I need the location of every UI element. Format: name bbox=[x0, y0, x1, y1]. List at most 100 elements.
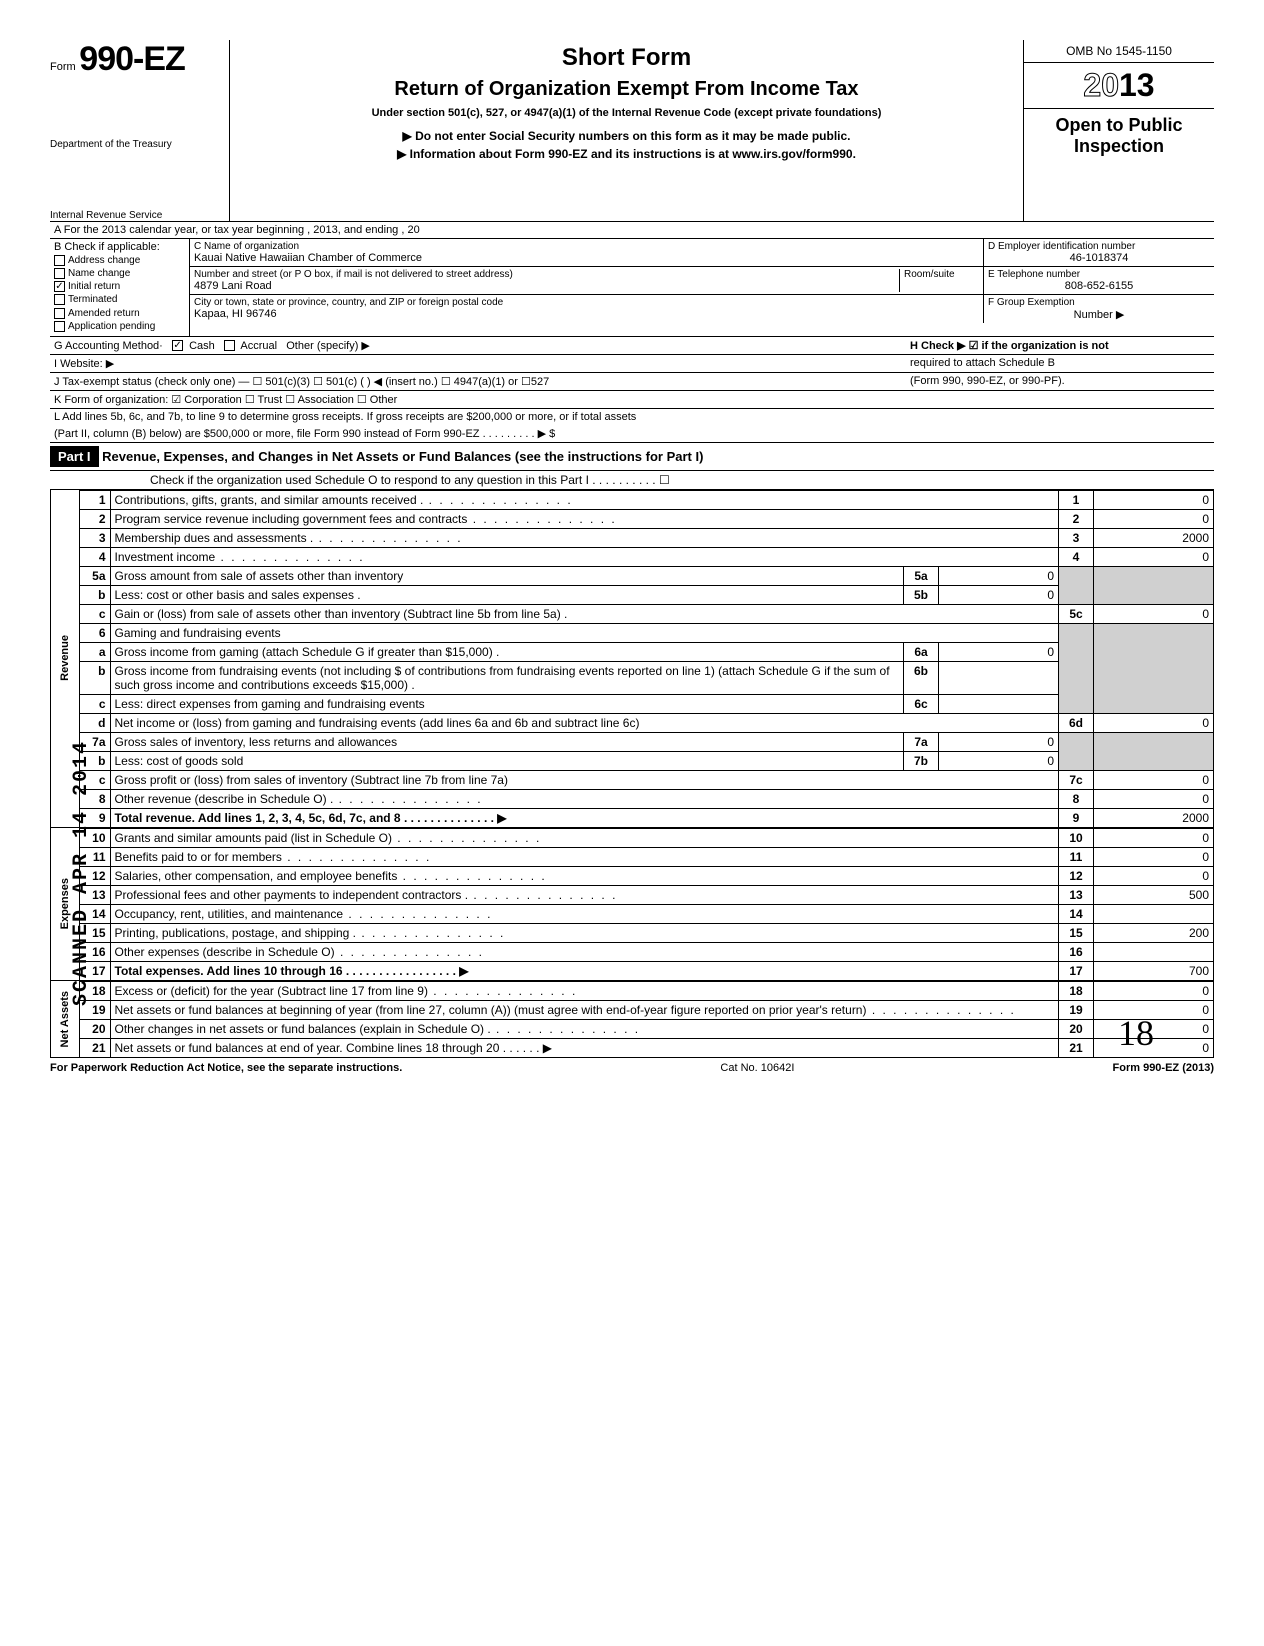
line-a: A For the 2013 calendar year, or tax yea… bbox=[50, 222, 1214, 238]
d5c: Gain or (loss) from sale of assets other… bbox=[115, 607, 568, 621]
n6c: c bbox=[80, 694, 110, 713]
r19: 19 bbox=[1059, 1000, 1094, 1019]
n6a: a bbox=[80, 642, 110, 661]
n20: 20 bbox=[80, 1019, 110, 1038]
netassets-table: 18Excess or (deficit) for the year (Subt… bbox=[80, 981, 1214, 1058]
d13: Professional fees and other payments to … bbox=[115, 888, 469, 902]
line-l2: (Part II, column (B) below) are $500,000… bbox=[50, 425, 1214, 442]
chk-initial-return[interactable]: ✓ bbox=[54, 281, 65, 292]
d2: Program service revenue including govern… bbox=[115, 512, 468, 526]
footer-mid: Cat No. 10642I bbox=[720, 1062, 794, 1074]
room-label: Room/suite bbox=[904, 269, 979, 280]
line-j: J Tax-exempt status (check only one) — ☐… bbox=[54, 375, 910, 388]
form-header: Form 990-EZ Department of the Treasury I… bbox=[50, 40, 1214, 222]
v11: 0 bbox=[1094, 847, 1214, 866]
bv6a: 0 bbox=[939, 642, 1059, 661]
d21: Net assets or fund balances at end of ye… bbox=[115, 1041, 552, 1055]
n3: 3 bbox=[80, 528, 110, 547]
r8: 8 bbox=[1059, 789, 1094, 808]
r5c: 5c bbox=[1059, 604, 1094, 623]
v9: 2000 bbox=[1094, 808, 1214, 827]
bv5b: 0 bbox=[939, 585, 1059, 604]
v18: 0 bbox=[1094, 981, 1214, 1000]
chk-name-change[interactable] bbox=[54, 268, 65, 279]
b5b: 5b bbox=[904, 585, 939, 604]
part1-title: Revenue, Expenses, and Changes in Net As… bbox=[102, 449, 703, 464]
side-expenses: Expenses bbox=[59, 878, 71, 929]
d7c: Gross profit or (loss) from sales of inv… bbox=[115, 773, 508, 787]
d7b: Less: cost of goods sold bbox=[115, 754, 244, 768]
chk-pending[interactable] bbox=[54, 321, 65, 332]
lbl-initial-return: Initial return bbox=[68, 281, 120, 292]
r4: 4 bbox=[1059, 547, 1094, 566]
ein: 46-1018374 bbox=[988, 252, 1210, 264]
page-footer: For Paperwork Reduction Act Notice, see … bbox=[50, 1058, 1214, 1074]
r2: 2 bbox=[1059, 509, 1094, 528]
n5b: b bbox=[80, 585, 110, 604]
instruction-info: ▶ Information about Form 990-EZ and its … bbox=[240, 147, 1013, 161]
r21: 21 bbox=[1059, 1038, 1094, 1057]
v3: 2000 bbox=[1094, 528, 1214, 547]
d20: Other changes in net assets or fund bala… bbox=[115, 1022, 491, 1036]
scanned-stamp: SCANNED APR 14 2014 bbox=[70, 740, 93, 1006]
v2: 0 bbox=[1094, 509, 1214, 528]
d16: Other expenses (describe in Schedule O) bbox=[115, 945, 335, 959]
d6a: Gross income from gaming (attach Schedul… bbox=[115, 645, 500, 659]
h-line2: required to attach Schedule B bbox=[910, 357, 1210, 370]
city-label: City or town, state or province, country… bbox=[194, 297, 979, 308]
h-line3: (Form 990, 990-EZ, or 990-PF). bbox=[910, 375, 1210, 388]
d7a: Gross sales of inventory, less returns a… bbox=[115, 735, 398, 749]
c-label: C Name of organization bbox=[194, 241, 979, 252]
n1: 1 bbox=[80, 490, 110, 509]
b6c: 6c bbox=[904, 694, 939, 713]
bv7b: 0 bbox=[939, 751, 1059, 770]
subtitle: Under section 501(c), 527, or 4947(a)(1)… bbox=[240, 107, 1013, 119]
r12: 12 bbox=[1059, 866, 1094, 885]
f-number: Number ▶ bbox=[988, 308, 1210, 321]
v12: 0 bbox=[1094, 866, 1214, 885]
dept-irs: Internal Revenue Service bbox=[50, 210, 221, 221]
n6b: b bbox=[80, 661, 110, 694]
b7b: 7b bbox=[904, 751, 939, 770]
lbl-pending: Application pending bbox=[68, 321, 155, 332]
d9: Total revenue. Add lines 1, 2, 3, 4, 5c,… bbox=[115, 811, 507, 825]
expenses-table: 10Grants and similar amounts paid (list … bbox=[80, 828, 1214, 981]
b7a: 7a bbox=[904, 732, 939, 751]
d14: Occupancy, rent, utilities, and maintena… bbox=[115, 907, 344, 921]
addr-label: Number and street (or P O box, if mail i… bbox=[194, 269, 899, 280]
r16: 16 bbox=[1059, 942, 1094, 961]
d10: Grants and similar amounts paid (list in… bbox=[115, 831, 392, 845]
street-address: 4879 Lani Road bbox=[194, 280, 899, 292]
r7c: 7c bbox=[1059, 770, 1094, 789]
d-label: D Employer identification number bbox=[988, 241, 1210, 252]
chk-cash[interactable]: ✓ bbox=[172, 340, 183, 351]
v1: 0 bbox=[1094, 490, 1214, 509]
chk-accrual[interactable] bbox=[224, 340, 235, 351]
line-l1: L Add lines 5b, 6c, and 7b, to line 9 to… bbox=[50, 409, 1214, 425]
d5b: Less: cost or other basis and sales expe… bbox=[115, 588, 361, 602]
footer-right: Form 990-EZ (2013) bbox=[1113, 1062, 1214, 1074]
dept-treasury: Department of the Treasury bbox=[50, 139, 221, 150]
city-state-zip: Kapaa, HI 96746 bbox=[194, 308, 979, 320]
lbl-terminated: Terminated bbox=[68, 295, 117, 306]
year-prefix: 20 bbox=[1083, 67, 1119, 103]
d12: Salaries, other compensation, and employ… bbox=[115, 869, 398, 883]
r15: 15 bbox=[1059, 923, 1094, 942]
d4: Investment income bbox=[115, 550, 216, 564]
b6a: 6a bbox=[904, 642, 939, 661]
lbl-other: Other (specify) ▶ bbox=[286, 340, 370, 352]
chk-amended[interactable] bbox=[54, 308, 65, 319]
instruction-ssn: ▶ Do not enter Social Security numbers o… bbox=[240, 129, 1013, 143]
chk-terminated[interactable] bbox=[54, 294, 65, 305]
d11: Benefits paid to or for members bbox=[115, 850, 282, 864]
year-suffix: 13 bbox=[1119, 67, 1155, 103]
d6: Gaming and fundraising events bbox=[115, 626, 281, 640]
n6: 6 bbox=[80, 623, 110, 642]
d8: Other revenue (describe in Schedule O) . bbox=[115, 792, 334, 806]
r1: 1 bbox=[1059, 490, 1094, 509]
v6d: 0 bbox=[1094, 713, 1214, 732]
b-label: B Check if applicable: bbox=[54, 241, 185, 253]
v13: 500 bbox=[1094, 885, 1214, 904]
open-to-public: Open to Public Inspection bbox=[1024, 109, 1214, 163]
chk-address-change[interactable] bbox=[54, 255, 65, 266]
